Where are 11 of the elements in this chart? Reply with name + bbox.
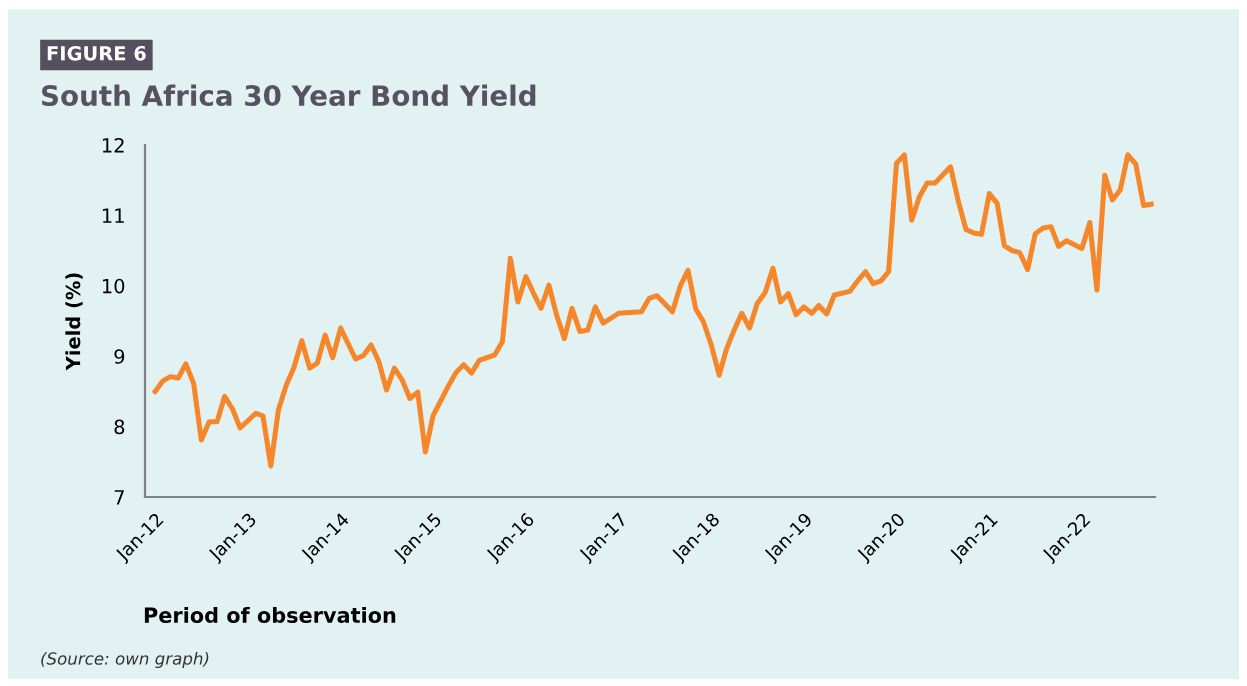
y-tick-label: 7 — [114, 490, 124, 505]
text: (Source: own graph) — [41, 651, 209, 669]
x-axis-title: Period of observation — [144, 606, 396, 624]
y-axis-title: Yield (%) — [65, 273, 83, 371]
y-tick-label: 8 — [114, 419, 125, 435]
y-tick-label: 12 — [102, 137, 124, 153]
chart-title: South Africa 30 Year Bond Yield — [41, 84, 536, 107]
y-tick-label: 10 — [102, 278, 125, 294]
caption: FIGURE 6 — [47, 45, 146, 61]
y-tick-label: 9 — [114, 349, 125, 364]
y-tick-label: 11 — [102, 208, 124, 223]
